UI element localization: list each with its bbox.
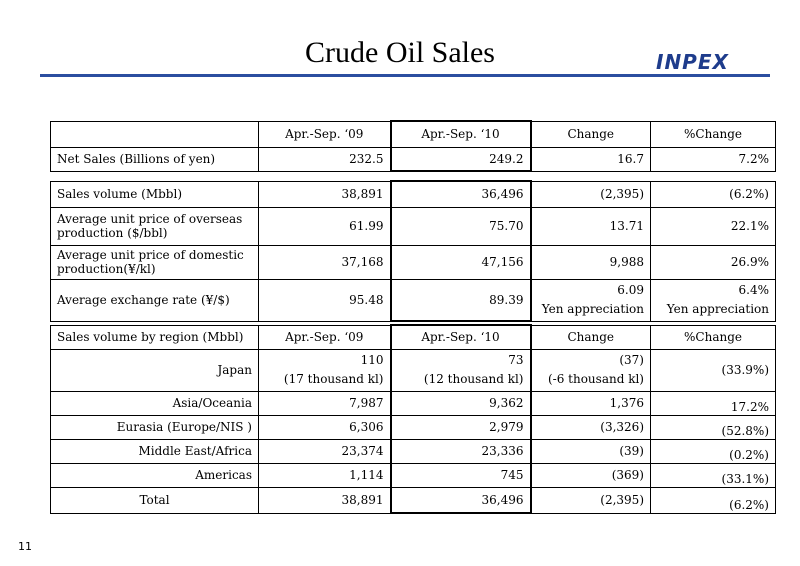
pct-value: 6.4%	[738, 283, 770, 297]
value-cell: 16.7	[530, 146, 651, 172]
table-row: Net Sales (Billions of yen) 232.5 249.2 …	[50, 146, 776, 172]
row-label: Japan	[50, 348, 259, 392]
value-main: 110	[360, 353, 384, 367]
value-cell: 745	[389, 462, 532, 488]
table-row: Americas 1,114 745 (369) (33.1%)	[50, 462, 776, 488]
table-row: Average exchange rate (¥/$) 95.48 89.39 …	[50, 278, 776, 322]
row-label: Average unit price of overseas productio…	[50, 206, 259, 246]
header-cell: %Change	[650, 324, 776, 350]
value-cell: 1,376	[530, 390, 651, 416]
value-cell: (37) (-6 thousand kl)	[530, 348, 651, 392]
change-note: Yen appreciation	[541, 302, 644, 316]
table-row: Asia/Oceania 7,987 9,362 1,376 17.2%	[50, 390, 776, 416]
table-row: Middle East/Africa 23,374 23,336 (39) (0…	[50, 438, 776, 464]
pct-note: Yen appreciation	[666, 302, 769, 316]
header-cell: Change	[530, 120, 651, 148]
value-cell: 22.1%	[650, 206, 776, 246]
value-cell: (2,395)	[530, 486, 651, 514]
value-note: (17 thousand kl)	[283, 372, 384, 386]
table-row: Japan 110 (17 thousand kl) 73 (12 thousa…	[50, 348, 776, 392]
row-label: Total	[50, 486, 259, 514]
header-cell: Apr.-Sep. ‘09	[258, 120, 391, 148]
value-cell: (33.1%)	[650, 462, 776, 488]
value-cell: 36,496	[389, 486, 532, 514]
header-cell: Sales volume by region (Mbbl)	[50, 324, 259, 350]
value-cell: (0.2%)	[650, 438, 776, 464]
table-row: Average unit price of overseas productio…	[50, 206, 776, 246]
sales-metrics-table: Sales volume (Mbbl) 38,891 36,496 (2,395…	[50, 180, 776, 322]
value-cell: (6.2%)	[650, 486, 776, 514]
value-cell: 6.09 Yen appreciation	[530, 278, 651, 322]
value-cell: 75.70	[389, 206, 532, 246]
row-label: Sales volume (Mbbl)	[50, 180, 259, 208]
value-cell: 2,979	[389, 414, 532, 440]
value-cell: 36,496	[389, 180, 532, 208]
table-header-row: Sales volume by region (Mbbl) Apr.-Sep. …	[50, 324, 776, 350]
header-cell: %Change	[650, 120, 776, 148]
value-note: (12 thousand kl)	[423, 372, 524, 386]
value-cell: 38,891	[258, 180, 391, 208]
table-row: Sales volume (Mbbl) 38,891 36,496 (2,395…	[50, 180, 776, 208]
header-cell: Change	[530, 324, 651, 350]
title-divider	[40, 74, 770, 77]
value-main: (37)	[619, 353, 644, 367]
value-cell: 6.4% Yen appreciation	[650, 278, 776, 322]
page-number: 11	[18, 540, 32, 553]
region-sales-table: Sales volume by region (Mbbl) Apr.-Sep. …	[50, 324, 776, 514]
value-cell: 232.5	[258, 146, 391, 172]
row-label: Average exchange rate (¥/$)	[50, 278, 259, 322]
value-cell: 13.71	[530, 206, 651, 246]
value-note: (-6 thousand kl)	[547, 372, 644, 386]
value-cell: 6,306	[258, 414, 391, 440]
value-cell: 23,374	[258, 438, 391, 464]
header-cell	[50, 120, 259, 148]
header-cell: Apr.-Sep. ‘09	[258, 324, 391, 350]
value-cell: (2,395)	[530, 180, 651, 208]
inpex-logo: INPEX	[656, 50, 729, 74]
table-row: Total 38,891 36,496 (2,395) (6.2%)	[50, 486, 776, 514]
value-cell: 110 (17 thousand kl)	[258, 348, 391, 392]
value-cell: 73 (12 thousand kl)	[389, 348, 532, 392]
table-row: Average unit price of domestic productio…	[50, 244, 776, 280]
value-cell: 61.99	[258, 206, 391, 246]
value-cell: 9,988	[530, 244, 651, 280]
page-title: Crude Oil Sales	[305, 36, 495, 69]
value-cell: 249.2	[389, 146, 532, 172]
value-cell: 7.2%	[650, 146, 776, 172]
value-main: 73	[508, 353, 524, 367]
row-label: Average unit price of domestic productio…	[50, 244, 259, 280]
value-cell: 37,168	[258, 244, 391, 280]
row-label: Middle East/Africa	[50, 438, 259, 464]
change-value: 6.09	[617, 283, 644, 297]
value-cell: 26.9%	[650, 244, 776, 280]
header-cell: Apr.-Sep. ‘10	[389, 324, 532, 350]
value-cell: (3,326)	[530, 414, 651, 440]
value-cell: 23,336	[389, 438, 532, 464]
row-label: Net Sales (Billions of yen)	[50, 146, 259, 172]
value-cell: 9,362	[389, 390, 532, 416]
value-cell: 1,114	[258, 462, 391, 488]
value-cell: 7,987	[258, 390, 391, 416]
table-header-row: Apr.-Sep. ‘09 Apr.-Sep. ‘10 Change %Chan…	[50, 120, 776, 148]
value-cell: 89.39	[389, 278, 532, 322]
value-cell: (369)	[530, 462, 651, 488]
value-cell: 17.2%	[650, 390, 776, 416]
row-label: Americas	[50, 462, 259, 488]
table-row: Eurasia (Europe/NIS ) 6,306 2,979 (3,326…	[50, 414, 776, 440]
row-label: Asia/Oceania	[50, 390, 259, 416]
header-cell: Apr.-Sep. ‘10	[389, 120, 532, 148]
value-cell: (33.9%)	[650, 348, 776, 392]
net-sales-table: Apr.-Sep. ‘09 Apr.-Sep. ‘10 Change %Chan…	[50, 120, 776, 172]
value-cell: (52.8%)	[650, 414, 776, 440]
value-cell: 47,156	[389, 244, 532, 280]
value-cell: (6.2%)	[650, 180, 776, 208]
value-cell: 38,891	[258, 486, 391, 514]
value-cell: 95.48	[258, 278, 391, 322]
value-cell: (39)	[530, 438, 651, 464]
row-label: Eurasia (Europe/NIS )	[50, 414, 259, 440]
